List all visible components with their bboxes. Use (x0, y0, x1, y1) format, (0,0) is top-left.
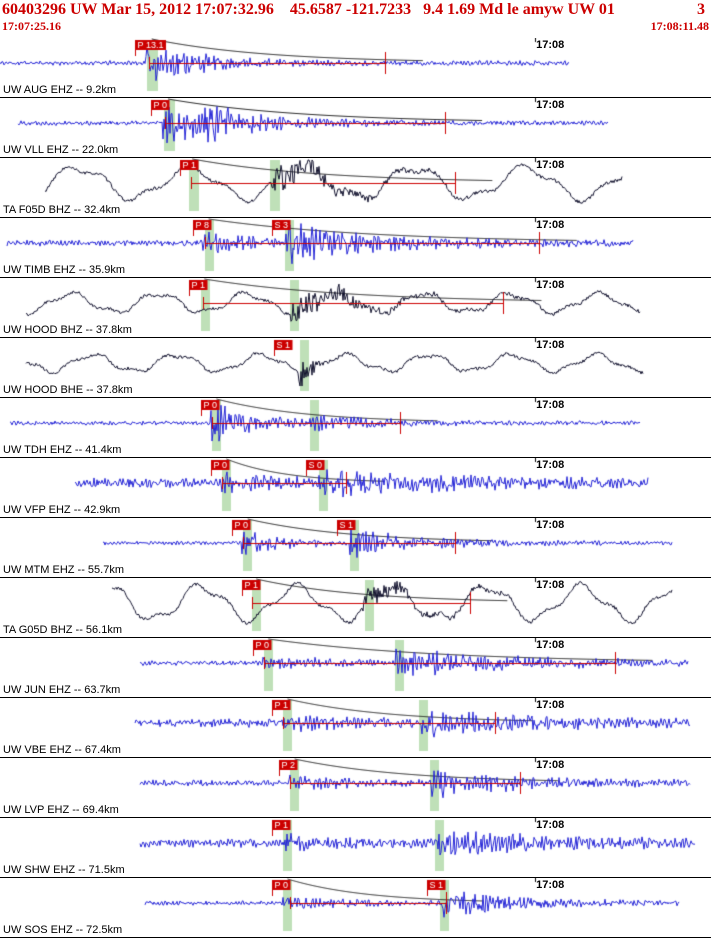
waveform-canvas[interactable] (0, 98, 711, 157)
station-label: TA F05D BHZ -- 32.4km (3, 204, 121, 216)
waveform-canvas[interactable] (0, 218, 711, 277)
waveform-canvas[interactable] (0, 878, 711, 937)
minute-tick-label: 17:08 (536, 339, 565, 351)
minute-tick-label: 17:08 (536, 639, 565, 651)
waveform-canvas[interactable] (0, 398, 711, 457)
minute-tick-label: 17:08 (536, 279, 565, 291)
trace-panel: 17:08 UW LVP EHZ -- 69.4km (0, 758, 711, 818)
minute-tick-label: 17:08 (536, 159, 565, 171)
minute-tick-label: 17:08 (536, 819, 565, 831)
trace-list: 17:08 UW AUG EHZ -- 9.2km 17:08 UW VLL E… (0, 38, 711, 938)
waveform-canvas[interactable] (0, 818, 711, 877)
trace-panel: 17:08 UW SHW EHZ -- 71.5km (0, 818, 711, 878)
minute-tick-label: 17:08 (536, 99, 565, 111)
trace-panel: 17:08 UW VFP EHZ -- 42.9km (0, 458, 711, 518)
window-start-time: 17:07:25.16 (2, 19, 61, 33)
waveform-canvas[interactable] (0, 458, 711, 517)
minute-tick-label: 17:08 (536, 579, 565, 591)
time-window-row: 17:07:25.16 17:08:11.48 (0, 19, 711, 34)
minute-tick-label: 17:08 (536, 699, 565, 711)
minute-tick-label: 17:08 (536, 759, 565, 771)
minute-tick-label: 17:08 (536, 519, 565, 531)
page-number: 3 (697, 1, 705, 18)
waveform-canvas[interactable] (0, 38, 711, 97)
event-header-row: 60403296 UW Mar 15, 2012 17:07:32.96 45.… (0, 0, 711, 19)
station-label: UW VBE EHZ -- 67.4km (3, 744, 121, 756)
trace-panel: 17:08 UW TDH EHZ -- 41.4km (0, 398, 711, 458)
station-label: UW AUG EHZ -- 9.2km (3, 84, 117, 96)
waveform-canvas[interactable] (0, 578, 711, 637)
trace-panel: 17:08 UW SOS EHZ -- 72.5km (0, 878, 711, 938)
minute-tick-label: 17:08 (536, 39, 565, 51)
minute-tick-label: 17:08 (536, 459, 565, 471)
station-label: UW SHW EHZ -- 71.5km (3, 864, 125, 876)
waveform-canvas[interactable] (0, 758, 711, 817)
station-label: UW VFP EHZ -- 42.9km (3, 504, 121, 516)
window-end-time: 17:08:11.48 (650, 19, 709, 33)
station-label: UW JUN EHZ -- 63.7km (3, 684, 121, 696)
trace-panel: 17:08 UW VLL EHZ -- 22.0km (0, 98, 711, 158)
trace-panel: 17:08 UW VBE EHZ -- 67.4km (0, 698, 711, 758)
station-label: UW TDH EHZ -- 41.4km (3, 444, 122, 456)
minute-tick-label: 17:08 (536, 219, 565, 231)
station-label: UW HOOD BHE -- 37.8km (3, 384, 133, 396)
event-summary: 60403296 UW Mar 15, 2012 17:07:32.96 45.… (2, 1, 615, 18)
station-label: UW SOS EHZ -- 72.5km (3, 924, 123, 936)
waveform-canvas[interactable] (0, 638, 711, 697)
trace-panel: 17:08 UW AUG EHZ -- 9.2km (0, 38, 711, 98)
trace-panel: 17:08 UW HOOD BHE -- 37.8km (0, 338, 711, 398)
station-label: UW LVP EHZ -- 69.4km (3, 804, 119, 816)
minute-tick-label: 17:08 (536, 879, 565, 891)
trace-panel: 17:08 TA F05D BHZ -- 32.4km (0, 158, 711, 218)
minute-tick-label: 17:08 (536, 399, 565, 411)
station-label: UW VLL EHZ -- 22.0km (3, 144, 119, 156)
station-label: UW MTM EHZ -- 55.7km (3, 564, 124, 576)
trace-panel: 17:08 UW JUN EHZ -- 63.7km (0, 638, 711, 698)
station-label: UW TIMB EHZ -- 35.9km (3, 264, 126, 276)
header: 60403296 UW Mar 15, 2012 17:07:32.96 45.… (0, 0, 711, 38)
station-label: UW HOOD BHZ -- 37.8km (3, 324, 132, 336)
waveform-canvas[interactable] (0, 158, 711, 217)
trace-panel: 17:08 TA G05D BHZ -- 56.1km (0, 578, 711, 638)
station-label: TA G05D BHZ -- 56.1km (3, 624, 122, 636)
waveform-canvas[interactable] (0, 518, 711, 577)
trace-panel: 17:08 UW HOOD BHZ -- 37.8km (0, 278, 711, 338)
waveform-canvas[interactable] (0, 698, 711, 757)
trace-panel: 17:08 UW MTM EHZ -- 55.7km (0, 518, 711, 578)
waveform-canvas[interactable] (0, 278, 711, 337)
waveform-canvas[interactable] (0, 338, 711, 397)
trace-panel: 17:08 UW TIMB EHZ -- 35.9km (0, 218, 711, 278)
